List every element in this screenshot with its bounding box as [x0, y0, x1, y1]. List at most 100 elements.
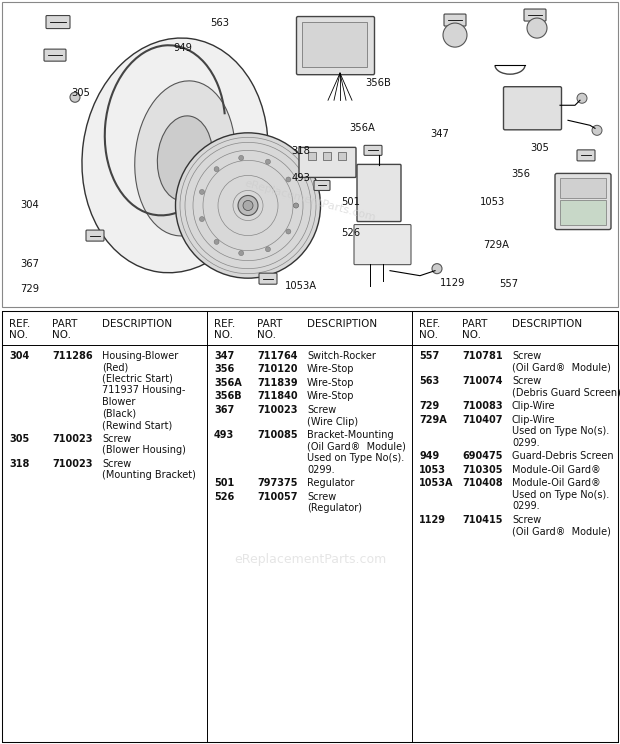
Ellipse shape: [135, 81, 235, 236]
Circle shape: [432, 263, 442, 274]
Circle shape: [293, 203, 298, 208]
Text: 729A: 729A: [483, 240, 509, 251]
Text: 710023: 710023: [52, 459, 92, 469]
Text: Regulator: Regulator: [307, 478, 355, 488]
Text: 356A: 356A: [214, 378, 242, 388]
Text: Blower: Blower: [102, 397, 135, 407]
Text: 557: 557: [499, 279, 518, 289]
Ellipse shape: [157, 116, 213, 201]
Circle shape: [239, 251, 244, 256]
FancyBboxPatch shape: [44, 49, 66, 61]
Text: 1129: 1129: [419, 515, 446, 525]
Text: PART
NO.: PART NO.: [462, 318, 487, 341]
FancyBboxPatch shape: [364, 145, 382, 155]
Circle shape: [592, 125, 602, 135]
Text: 949: 949: [174, 43, 192, 53]
Text: 710408: 710408: [462, 478, 503, 488]
Text: 949: 949: [419, 451, 439, 461]
Text: REF.
NO.: REF. NO.: [214, 318, 235, 341]
FancyBboxPatch shape: [86, 230, 104, 241]
Text: Module-Oil Gard®: Module-Oil Gard®: [512, 465, 601, 475]
Text: Screw: Screw: [307, 405, 336, 415]
Text: DESCRIPTION: DESCRIPTION: [512, 318, 582, 329]
Bar: [302, 22, 367, 67]
Circle shape: [239, 155, 244, 161]
Text: (Oil Gard®  Module): (Oil Gard® Module): [512, 362, 611, 373]
Text: (Mounting Bracket): (Mounting Bracket): [102, 470, 196, 480]
Circle shape: [70, 92, 80, 102]
FancyBboxPatch shape: [503, 87, 562, 129]
Text: 711764: 711764: [257, 351, 298, 361]
Text: 690475: 690475: [462, 451, 502, 461]
Text: REF.
NO.: REF. NO.: [9, 318, 30, 341]
Text: 304: 304: [20, 200, 39, 211]
Text: 710085: 710085: [257, 430, 298, 440]
Bar: [338, 153, 346, 161]
FancyBboxPatch shape: [444, 14, 466, 26]
Text: 367: 367: [214, 405, 234, 415]
Bar: [308, 153, 316, 161]
Text: Clip-Wire: Clip-Wire: [512, 414, 556, 425]
Text: (Rewind Start): (Rewind Start): [102, 420, 172, 430]
Text: eReplacementParts.com: eReplacementParts.com: [243, 178, 377, 223]
Circle shape: [527, 18, 547, 38]
Text: Screw: Screw: [307, 492, 336, 501]
Text: Module-Oil Gard®: Module-Oil Gard®: [512, 478, 601, 488]
Text: (Black): (Black): [102, 408, 136, 419]
Text: 526: 526: [341, 228, 360, 238]
Text: 710415: 710415: [462, 515, 502, 525]
Text: 356: 356: [214, 365, 234, 374]
Text: 710083: 710083: [462, 401, 503, 411]
Text: Switch-Rocker: Switch-Rocker: [307, 351, 376, 361]
Text: 1129: 1129: [440, 278, 466, 287]
Text: (Wire Clip): (Wire Clip): [307, 417, 358, 426]
FancyBboxPatch shape: [524, 9, 546, 21]
Text: 318: 318: [9, 459, 29, 469]
Text: 0299.: 0299.: [307, 465, 335, 475]
Circle shape: [265, 159, 270, 164]
Ellipse shape: [175, 133, 321, 278]
Text: 356: 356: [512, 170, 530, 179]
Text: Clip-Wire: Clip-Wire: [512, 401, 556, 411]
Text: 0299.: 0299.: [512, 501, 539, 511]
Text: (Debris Guard Screen): (Debris Guard Screen): [512, 388, 620, 397]
Circle shape: [238, 196, 258, 216]
Text: Bracket-Mounting: Bracket-Mounting: [307, 430, 394, 440]
Text: Screw: Screw: [102, 459, 131, 469]
Text: 710305: 710305: [462, 465, 502, 475]
Circle shape: [214, 240, 219, 244]
Text: 501: 501: [214, 478, 234, 488]
Text: 563: 563: [211, 18, 229, 28]
Text: Housing-Blower: Housing-Blower: [102, 351, 179, 361]
Text: DESCRIPTION: DESCRIPTION: [307, 318, 377, 329]
FancyBboxPatch shape: [296, 16, 374, 74]
Text: REF.
NO.: REF. NO.: [419, 318, 440, 341]
Text: 356B: 356B: [214, 391, 242, 402]
Text: 563: 563: [419, 376, 439, 386]
Text: 710057: 710057: [257, 492, 298, 501]
Bar: [560, 200, 606, 225]
FancyBboxPatch shape: [357, 164, 401, 222]
Circle shape: [286, 229, 291, 234]
Text: (Red): (Red): [102, 362, 128, 373]
Text: 710407: 710407: [462, 414, 502, 425]
Text: 356B: 356B: [365, 78, 391, 89]
Circle shape: [243, 200, 253, 211]
Text: Guard-Debris Screen: Guard-Debris Screen: [512, 451, 614, 461]
Text: 347: 347: [214, 351, 234, 361]
Text: Used on Type No(s).: Used on Type No(s).: [512, 426, 609, 436]
Text: 711937 Housing-: 711937 Housing-: [102, 385, 185, 396]
Circle shape: [577, 93, 587, 103]
Text: (Oil Gard®  Module): (Oil Gard® Module): [512, 527, 611, 536]
Text: 710781: 710781: [462, 351, 503, 361]
Text: 729A: 729A: [419, 414, 447, 425]
Text: PART
NO.: PART NO.: [257, 318, 282, 341]
Text: Wire-Stop: Wire-Stop: [307, 391, 355, 402]
Circle shape: [200, 217, 205, 222]
Text: 1053: 1053: [480, 197, 505, 208]
FancyBboxPatch shape: [299, 147, 356, 177]
Text: 711286: 711286: [52, 351, 92, 361]
Circle shape: [265, 247, 270, 251]
FancyBboxPatch shape: [259, 273, 277, 284]
Text: 305: 305: [71, 88, 90, 97]
